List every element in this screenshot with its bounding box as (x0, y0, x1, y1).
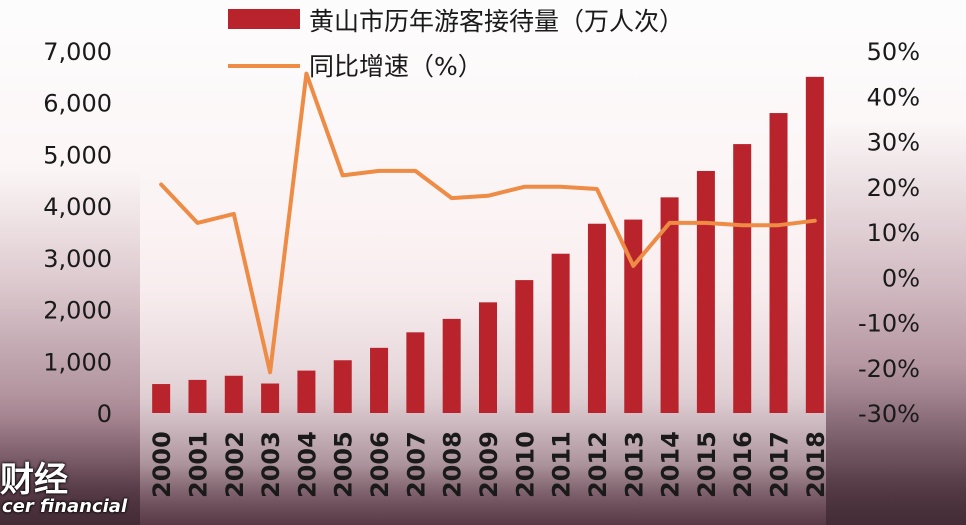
right-tick-label: -30% (858, 400, 920, 428)
right-tick-label: 0% (882, 264, 920, 292)
x-tick-label: 2004 (293, 431, 321, 498)
x-tick-label: 2018 (802, 431, 830, 498)
bar-2018 (805, 76, 824, 413)
bar-2006 (370, 347, 389, 413)
x-tick-label: 2003 (257, 431, 285, 498)
x-tick-label: 2017 (766, 431, 794, 498)
legend-label-bars: 黄山市历年游客接待量（万人次） (309, 7, 684, 36)
bottom-shade (0, 465, 966, 525)
watermark-logo: 财经 cer financial (0, 452, 128, 522)
right-tick-label: 20% (867, 174, 920, 202)
left-tick-label: 6,000 (43, 90, 112, 118)
bar-2017 (769, 113, 788, 414)
right-tick-label: -20% (858, 355, 920, 383)
watermark-text-en: cer financial (2, 496, 128, 517)
bar-2004 (297, 370, 316, 413)
left-axis: 0 1,000 2,000 3,000 4,000 5,000 6,000 7,000 (43, 38, 112, 428)
x-tick-label: 2007 (402, 431, 430, 498)
bar-2012 (587, 223, 606, 413)
bar-2009 (479, 302, 497, 413)
x-tick-label: 2013 (620, 431, 648, 498)
right-tick-label: 50% (867, 38, 920, 66)
right-tick-label: 10% (867, 219, 920, 247)
left-tick-label: 5,000 (43, 141, 112, 169)
x-tick-label: 2010 (511, 431, 539, 498)
x-tick-label: 2009 (475, 431, 503, 498)
x-tick-label: 2015 (693, 431, 721, 498)
right-tick-label: 40% (867, 83, 920, 111)
left-tick-label: 1,000 (43, 348, 112, 376)
bar-2000 (152, 384, 171, 413)
bar-2011 (551, 253, 570, 413)
x-tick-label: 2016 (729, 431, 757, 498)
cityscape-right-decoration (826, 120, 966, 525)
bar-2015 (696, 170, 715, 413)
x-tick-label: 2011 (548, 431, 576, 498)
bar-2010 (515, 280, 534, 413)
bar-2013 (624, 219, 643, 413)
bar-2001 (188, 379, 207, 413)
bar-2003 (261, 383, 280, 413)
bar-2007 (406, 332, 425, 413)
bar-2005 (333, 360, 352, 413)
x-tick-label: 2014 (657, 431, 685, 498)
legend-swatch-bars (228, 9, 300, 29)
watermark-text-cn: 财经 (0, 460, 68, 500)
left-tick-label: 2,000 (43, 297, 112, 325)
right-axis: -30% -20% -10% 0% 10% 20% 30% 40% 50% (858, 38, 920, 428)
bar-2002 (224, 375, 243, 413)
bar-2014 (660, 197, 679, 413)
x-axis: 2000 2001 2002 2003 2004 2005 2006 2007 2008 2009… (148, 431, 830, 498)
x-tick-label: 2002 (221, 431, 249, 498)
right-tick-label: -10% (858, 310, 920, 338)
x-tick-label: 2008 (439, 431, 467, 498)
x-tick-label: 2001 (184, 431, 212, 498)
legend-label-line: 同比增速（%） (309, 52, 483, 81)
left-tick-label: 7,000 (43, 38, 112, 66)
x-tick-label: 2012 (584, 431, 612, 498)
left-tick-label: 4,000 (43, 193, 112, 221)
x-tick-label: 2005 (330, 431, 358, 498)
bar-2008 (442, 318, 461, 413)
bar-2016 (733, 144, 752, 414)
bar-series (152, 76, 824, 414)
left-tick-label: 3,000 (43, 245, 112, 273)
x-tick-label: 2000 (148, 431, 176, 498)
x-tick-label: 2006 (366, 431, 394, 498)
legend: 黄山市历年游客接待量（万人次） 同比增速（%） (228, 7, 684, 81)
line-series (159, 71, 817, 375)
right-tick-label: 30% (867, 129, 920, 157)
left-tick-label: 0 (97, 400, 112, 428)
